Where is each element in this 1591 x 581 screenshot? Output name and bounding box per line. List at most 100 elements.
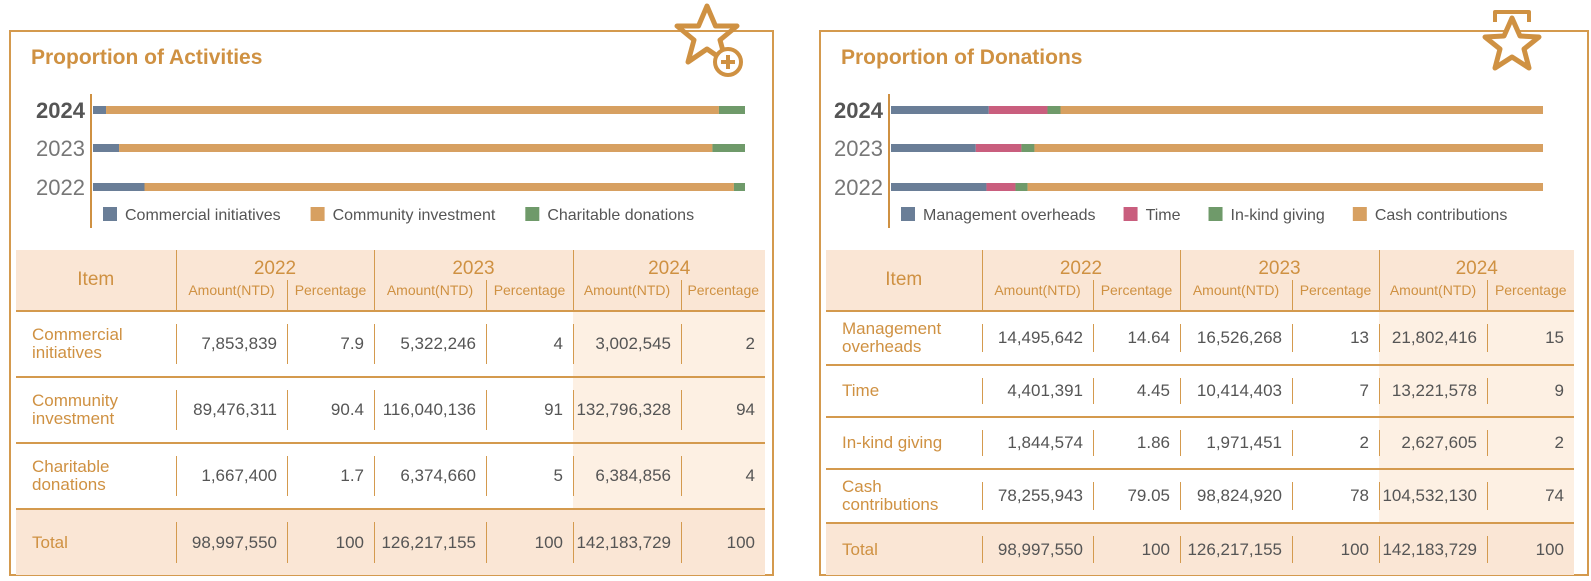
amount-cell: 126,217,155 [374, 508, 486, 575]
star-plus-icon [674, 3, 743, 77]
amount-cell: 132,796,328 [573, 376, 681, 443]
amount-cell: 126,217,155 [1180, 522, 1292, 575]
total-row: Total 98,997,550 100 126,217,155 100 142… [16, 508, 765, 575]
year-header-2023: 2023 [1179, 250, 1379, 280]
bar-segment [93, 106, 107, 114]
amount-header: Amount(NTD) [175, 280, 287, 311]
legend-label: Cash contributions [1375, 207, 1508, 224]
row-label: Cash contributions [826, 468, 982, 523]
table-row: Charitable donations 1,667,400 1.7 6,374… [16, 442, 765, 509]
percentage-cell: 100 [1093, 522, 1180, 575]
percentage-cell: 13 [1292, 310, 1379, 365]
row-label: Commercial initiatives [16, 310, 176, 377]
amount-cell: 89,476,311 [176, 376, 287, 443]
year-label-2023: 2023 [834, 136, 883, 161]
amount-cell: 1,844,574 [982, 416, 1093, 469]
percentage-cell: 78 [1292, 468, 1379, 523]
legend-label: In-kind giving [1231, 207, 1325, 224]
legend-swatch [1123, 207, 1138, 221]
legend-swatch [310, 207, 325, 221]
percentage-cell: 2 [1487, 416, 1574, 469]
amount-cell: 78,255,943 [982, 468, 1093, 523]
year-header-2022: 2022 [175, 250, 374, 280]
donations-chart: 2024 2023 2022 Management overheads Time In-k… [834, 94, 1543, 228]
amount-header: Amount(NTD) [981, 280, 1093, 311]
activities-title: Proportion of Activities [31, 46, 263, 69]
percentage-header: Percentage [680, 280, 765, 311]
table-row: Community investment 89,476,311 90.4 116… [16, 376, 765, 443]
bar-segment [975, 144, 1022, 152]
percentage-cell: 79.05 [1093, 468, 1180, 523]
amount-cell: 3,002,545 [573, 310, 681, 377]
bar-segment [988, 106, 1048, 114]
percentage-cell: 1.7 [287, 442, 374, 509]
bar-segment [733, 183, 745, 191]
row-label: Management overheads [826, 310, 982, 365]
bar-segment [712, 144, 745, 152]
amount-cell: 7,853,839 [176, 310, 287, 377]
year-header-2024: 2024 [1378, 250, 1574, 280]
year-label-2024: 2024 [834, 98, 884, 123]
percentage-cell: 14.64 [1093, 310, 1180, 365]
ribbon-star-icon [1482, 10, 1542, 71]
percentage-cell: 100 [287, 508, 374, 575]
amount-cell: 13,221,578 [1379, 364, 1487, 417]
year-label-2024: 2024 [36, 98, 86, 123]
amount-cell: 142,183,729 [573, 508, 681, 575]
legend-swatch [1208, 207, 1223, 221]
donations-panel: Proportion of Donations 2024 2023 2022 Mana… [819, 10, 1589, 576]
percentage-header: Percentage [286, 280, 374, 311]
amount-cell: 142,183,729 [1379, 522, 1487, 575]
amount-cell: 10,414,403 [1180, 364, 1292, 417]
bar-segment [891, 144, 976, 152]
percentage-cell: 1.86 [1093, 416, 1180, 469]
amount-header: Amount(NTD) [1179, 280, 1292, 311]
amount-header: Amount(NTD) [373, 280, 486, 311]
legend-label: Time [1146, 207, 1181, 224]
bar-segment [93, 144, 120, 152]
percentage-cell: 4 [486, 310, 573, 377]
percentage-cell: 2 [681, 310, 765, 377]
amount-cell: 6,384,856 [573, 442, 681, 509]
bar-segment [106, 106, 719, 114]
year-label-2022: 2022 [36, 175, 85, 200]
donations-table: Item 2022 2023 2024 Amount(NTD) Percenta… [826, 250, 1574, 575]
year-label-2023: 2023 [36, 136, 85, 161]
percentage-header: Percentage [1486, 280, 1574, 311]
row-label: Charitable donations [16, 442, 176, 509]
bar-segment [1027, 183, 1543, 191]
bar-segment [144, 183, 734, 191]
year-header-2022: 2022 [981, 250, 1180, 280]
year-label-2022: 2022 [834, 175, 883, 200]
amount-cell: 98,997,550 [982, 522, 1093, 575]
bar-segment [93, 183, 145, 191]
item-header: Item [16, 250, 177, 311]
item-header: Item [826, 250, 983, 311]
amount-cell: 1,971,451 [1180, 416, 1292, 469]
percentage-cell: 9 [1487, 364, 1574, 417]
year-header-2023: 2023 [373, 250, 573, 280]
legend-label: Charitable donations [547, 207, 694, 224]
bar-segment [1047, 106, 1061, 114]
bar-segment [1060, 106, 1543, 114]
amount-cell: 5,322,246 [374, 310, 486, 377]
bar-segment [986, 183, 1016, 191]
table-row: In-kind giving 1,844,574 1.86 1,971,451 … [826, 416, 1574, 469]
bar-segment [1021, 144, 1035, 152]
amount-cell: 98,824,920 [1180, 468, 1292, 523]
percentage-cell: 100 [681, 508, 765, 575]
bar-segment [891, 106, 989, 114]
amount-cell: 16,526,268 [1180, 310, 1292, 365]
percentage-cell: 100 [1292, 522, 1379, 575]
amount-cell: 21,802,416 [1379, 310, 1487, 365]
amount-cell: 98,997,550 [176, 508, 287, 575]
amount-cell: 1,667,400 [176, 442, 287, 509]
donations-title: Proportion of Donations [841, 46, 1083, 69]
bar-segment [1034, 144, 1543, 152]
legend-label: Community investment [333, 207, 496, 224]
legend-label: Management overheads [923, 207, 1096, 224]
year-header-2024: 2024 [572, 250, 765, 280]
percentage-cell: 4 [681, 442, 765, 509]
row-label: Time [826, 364, 982, 417]
total-label: Total [16, 508, 176, 575]
